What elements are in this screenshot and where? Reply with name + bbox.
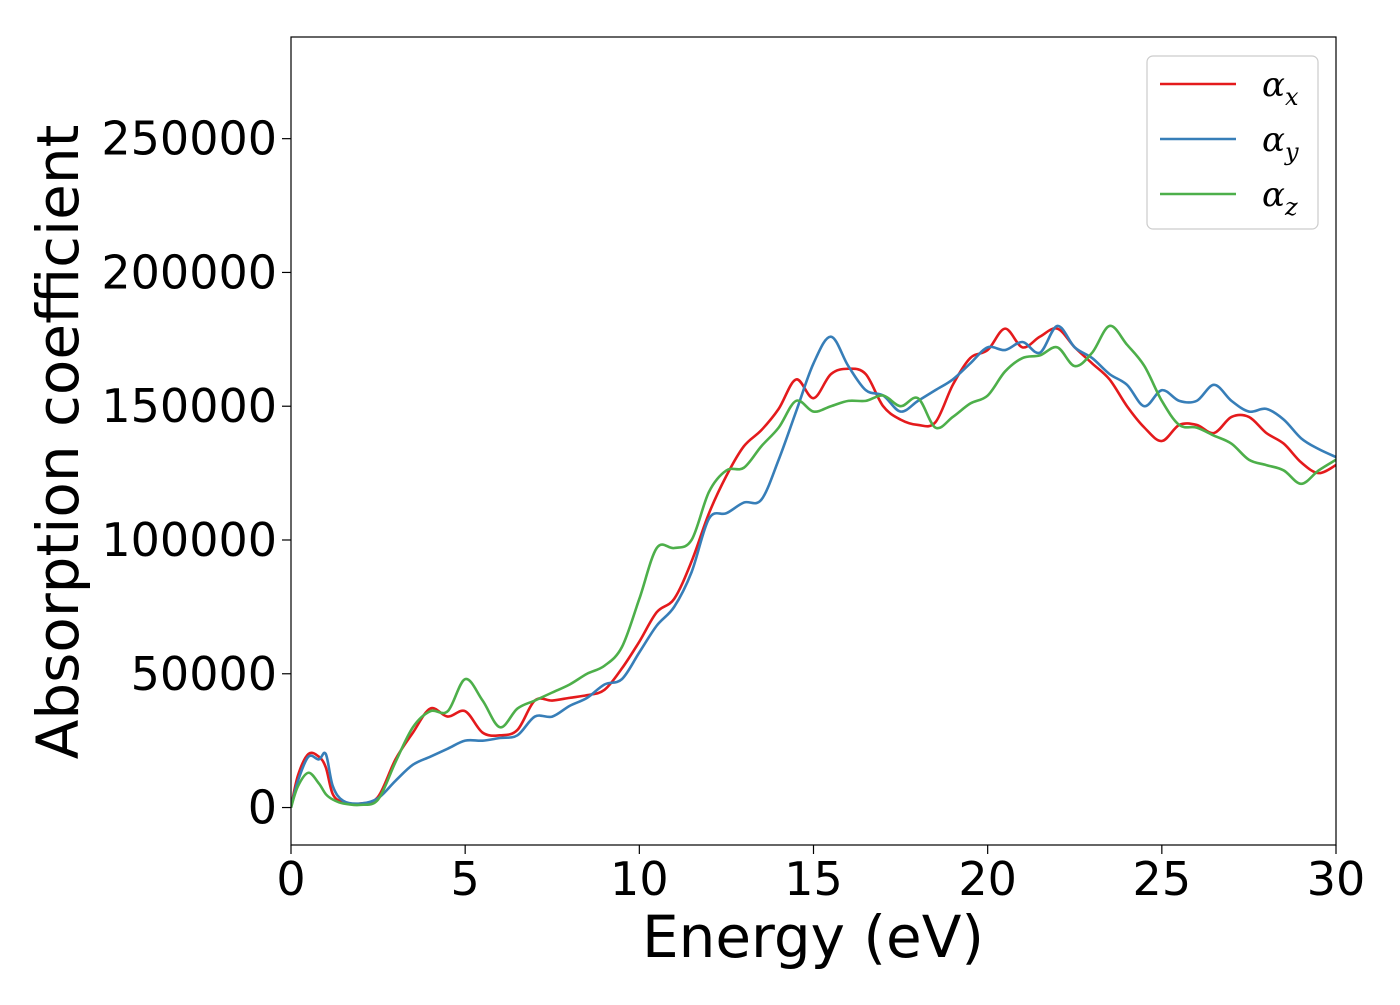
y-tick-label: 150000 xyxy=(101,379,277,433)
x-tick-label: 5 xyxy=(451,852,480,906)
legend-symbol: α xyxy=(1262,65,1285,105)
legend-subscript: z xyxy=(1284,193,1298,221)
legend-subscript: x xyxy=(1285,83,1299,111)
x-axis-title: Energy (eV) xyxy=(642,903,984,971)
y-tick-label: 0 xyxy=(248,781,277,835)
y-tick-label: 200000 xyxy=(101,245,277,299)
legend-label-x: αx xyxy=(1262,65,1299,111)
y-axis-title: Absorption coefficient xyxy=(24,125,92,760)
legend-symbol: α xyxy=(1262,120,1285,160)
x-tick-label: 15 xyxy=(784,852,843,906)
legend-subscript: y xyxy=(1284,138,1299,166)
x-tick-label: 20 xyxy=(958,852,1017,906)
y-tick-label: 100000 xyxy=(101,513,277,567)
x-tick-label: 10 xyxy=(610,852,669,906)
y-tick-label: 50000 xyxy=(131,647,277,701)
series-line-y xyxy=(291,324,1336,808)
legend-label-z: αz xyxy=(1262,175,1298,221)
series-line-z xyxy=(291,324,1336,808)
x-tick-label: 30 xyxy=(1307,852,1366,906)
legend-symbol: α xyxy=(1262,175,1285,215)
legend-label-y: αy xyxy=(1262,120,1299,166)
legend-box xyxy=(1146,55,1319,230)
x-tick-label: 0 xyxy=(276,852,305,906)
x-tick-label: 25 xyxy=(1133,852,1192,906)
y-tick-label: 250000 xyxy=(101,112,277,166)
